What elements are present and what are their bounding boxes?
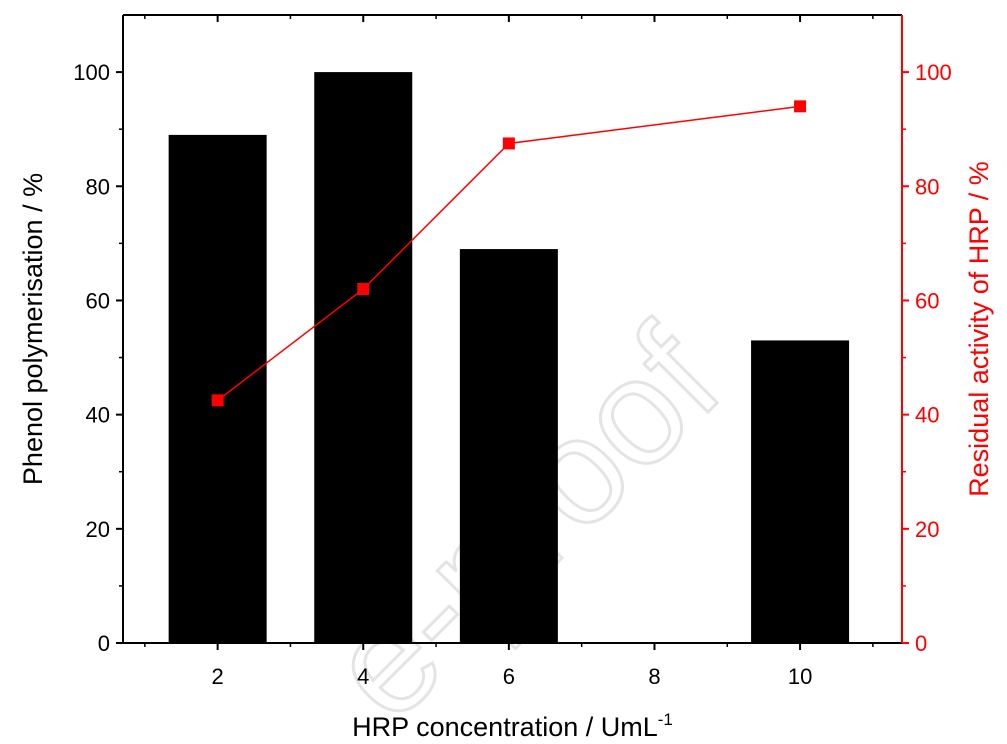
x-tick-label-2: 2 [212,664,224,689]
x-tick-label-4: 4 [357,664,369,689]
right-y-axis: 0 20 40 60 80 100 [902,60,952,656]
right-tick-label-60: 60 [915,288,939,313]
left-tick-label-0: 0 [98,631,110,656]
line-series [211,100,807,407]
left-y-axis: 0 20 40 60 80 100 [73,60,123,656]
x-axis-title-superscript: -1 [658,710,673,729]
plot-frame [122,14,903,644]
left-tick-label-100: 100 [73,60,110,85]
line-path [217,105,801,401]
x-tick-label-6: 6 [503,664,515,689]
bar-4 [314,72,413,643]
right-y-axis-title: Residual activity of HRP / % [964,161,994,497]
bar-2 [168,134,267,643]
right-tick-label-40: 40 [915,403,939,428]
right-tick-label-80: 80 [915,174,939,199]
left-y-axis-title: Phenol polymerisation / % [18,173,48,485]
left-tick-label-40: 40 [86,403,110,428]
x-axis-title: HRP concentration / UmL-1 [352,710,673,742]
x-tick-label-8: 8 [648,664,660,689]
x-tick-label-10: 10 [788,664,812,689]
bar-series [168,72,850,643]
right-tick-label-20: 20 [915,517,939,542]
right-tick-label-100: 100 [915,60,952,85]
x-axis: 2 4 6 8 10 [144,15,874,689]
left-tick-label-80: 80 [86,174,110,199]
left-tick-label-20: 20 [86,517,110,542]
line-marker-4 [357,283,370,296]
line-marker-10 [794,100,807,113]
line-marker-2 [211,394,224,407]
left-tick-label-60: 60 [86,288,110,313]
bar-10 [751,340,850,643]
x-axis-title-main: HRP concentration / UmL [352,712,658,742]
line-marker-6 [502,137,515,150]
right-tick-label-0: 0 [915,631,927,656]
bar-6 [459,249,558,643]
